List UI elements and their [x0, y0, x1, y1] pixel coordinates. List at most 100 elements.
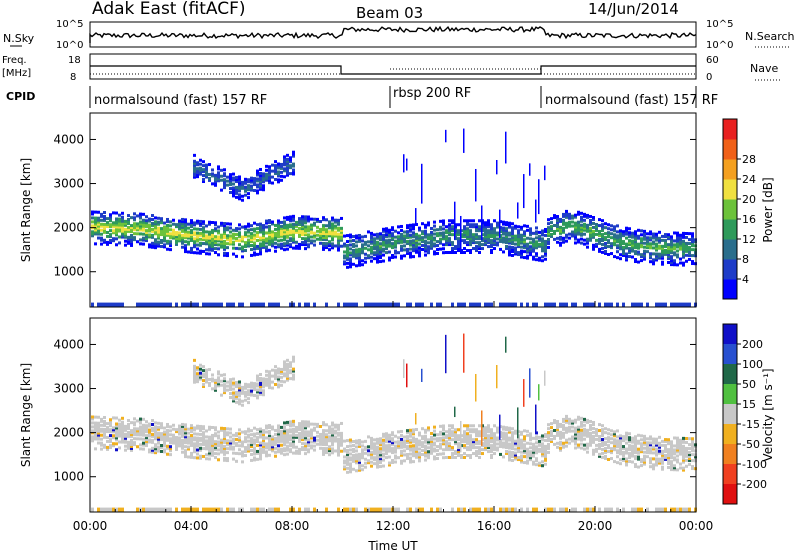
velocity-echo-cell — [103, 428, 106, 431]
power-echo-cell — [544, 234, 547, 237]
velocity-echo-cell — [574, 419, 577, 422]
power-echo-cell — [370, 303, 373, 307]
velocity-echo-cell — [547, 423, 550, 426]
power-echo-cell — [475, 303, 478, 307]
velocity-echo-cell — [232, 438, 235, 441]
power-echo-cell — [103, 211, 106, 214]
power-echo-cell — [109, 213, 112, 216]
power-echo-cell — [586, 224, 589, 227]
velocity-echo-cell — [91, 429, 94, 432]
velocity-echo-cell — [646, 441, 649, 444]
velocity-echo-cell — [403, 449, 406, 452]
power-echo-cell — [544, 166, 546, 181]
power-echo-cell — [451, 225, 454, 228]
power-echo-cell — [505, 227, 508, 230]
power-echo-cell — [292, 163, 295, 166]
velocity-echo-cell — [613, 430, 616, 433]
velocity-echo-cell — [451, 424, 454, 427]
power-echo-cell — [295, 229, 298, 232]
velocity-echo-cell — [199, 455, 202, 458]
velocity-echo-cell — [490, 454, 493, 457]
velocity-echo-cell — [532, 437, 535, 440]
power-echo-cell — [334, 219, 337, 222]
power-echo-cell — [217, 225, 220, 228]
velocity-echo-cell — [352, 454, 355, 457]
power-echo-cell — [514, 243, 517, 246]
velocity-echo-cell — [250, 429, 253, 432]
velocity-echo-cell — [382, 465, 385, 468]
power-echo-cell — [220, 169, 223, 172]
velocity-echo-cell — [274, 433, 277, 436]
velocity-echo-cell — [253, 456, 256, 459]
velocity-echo-cell — [343, 508, 346, 512]
power-echo-cell — [685, 254, 688, 257]
power-echo-cell — [355, 248, 358, 251]
power-echo-cell — [208, 221, 211, 224]
velocity-echo-cell — [646, 508, 649, 512]
velocity-echo-cell — [148, 423, 151, 426]
velocity-echo-cell — [247, 444, 250, 447]
velocity-echo-cell — [292, 374, 295, 377]
velocity-echo-cell — [364, 462, 367, 465]
power-echo-cell — [175, 303, 178, 307]
power-echo-cell — [439, 303, 442, 307]
velocity-echo-cell — [289, 442, 292, 445]
power-echo-cell — [229, 231, 232, 234]
power-echo-cell — [556, 215, 559, 218]
power-echo-cell — [232, 303, 235, 307]
power-echo-cell — [616, 230, 619, 233]
velocity-echo-cell — [367, 453, 370, 456]
power-echo-cell — [166, 248, 169, 251]
velocity-echo-cell — [223, 373, 226, 376]
velocity-echo-cell — [421, 508, 424, 512]
power-echo-cell — [127, 214, 130, 217]
velocity-echo-cell — [217, 452, 220, 455]
velocity-echo-cell — [307, 508, 310, 512]
power-echo-cell — [241, 181, 244, 184]
power-echo-cell — [310, 224, 313, 227]
velocity-echo-cell — [457, 428, 460, 431]
velocity-echo-cell — [235, 401, 238, 404]
power-echo-cell — [685, 232, 688, 235]
power-echo-cell — [601, 243, 604, 246]
velocity-echo-cell — [292, 428, 295, 431]
power-echo-cell — [169, 228, 172, 231]
velocity-echo-cell — [577, 416, 580, 419]
velocity-echo-cell — [607, 508, 610, 512]
velocity-echo-cell — [124, 433, 127, 436]
velocity-echo-cell — [205, 508, 208, 512]
station-title: Adak East (fitACF) — [92, 0, 246, 19]
velocity-echo-cell — [466, 424, 469, 427]
velocity-echo-cell — [259, 508, 262, 512]
power-echo-cell — [655, 253, 658, 256]
velocity-echo-cell — [385, 508, 388, 512]
velocity-echo-cell — [595, 444, 598, 447]
power-echo-cell — [334, 231, 337, 234]
power-echo-cell — [343, 235, 346, 238]
velocity-echo-cell — [391, 437, 394, 440]
velocity-echo-cell — [169, 437, 172, 440]
power-echo-cell — [118, 235, 121, 238]
velocity-echo-cell — [652, 438, 655, 441]
velocity-echo-cell — [586, 429, 589, 432]
velocity-echo-cell — [367, 449, 370, 452]
power-echo-cell — [436, 228, 439, 231]
velocity-echo-cell — [637, 466, 640, 469]
power-echo-cell — [193, 231, 196, 234]
power-echo-cell — [673, 251, 676, 254]
power-echo-cell — [319, 242, 322, 245]
velocity-echo-cell — [130, 429, 133, 432]
velocity-echo-cell — [226, 457, 229, 460]
velocity-echo-cell — [538, 440, 541, 443]
velocity-echo-cell — [244, 383, 247, 386]
velocity-echo-cell — [283, 380, 286, 383]
power-echo-cell — [106, 217, 109, 220]
power-echo-cell — [91, 230, 94, 233]
power-echo-cell — [529, 245, 532, 248]
power-echo-cell — [136, 303, 139, 307]
power-echo-cell — [580, 212, 583, 215]
power-echo-cell — [187, 231, 190, 234]
velocity-echo-cell — [256, 432, 259, 435]
power-echo-cell — [166, 224, 169, 227]
power-echo-cell — [286, 240, 289, 243]
